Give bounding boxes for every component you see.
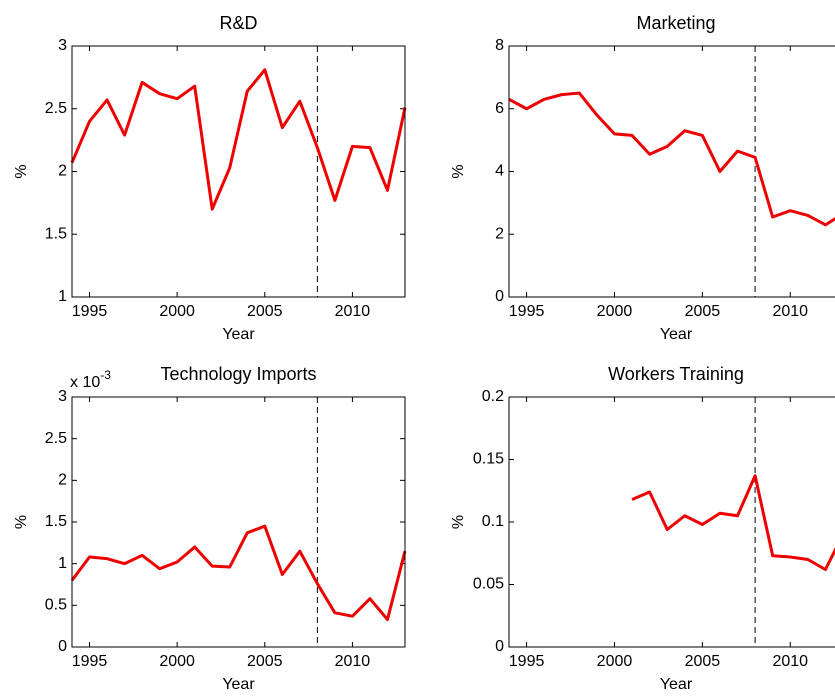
- y-axis-label: %: [450, 515, 467, 529]
- x-tick-label: 2005: [247, 653, 283, 670]
- axes-box: [508, 396, 835, 648]
- y-tick-label: 2: [58, 472, 67, 489]
- x-tick-label: 1995: [509, 303, 545, 320]
- axis-multiplier: x 10-3: [70, 368, 111, 391]
- plot-area: [72, 46, 405, 297]
- y-tick-label: 0.15: [473, 451, 504, 468]
- x-tick-label: 1995: [72, 303, 108, 320]
- y-tick-label: 1: [58, 288, 67, 305]
- y-tick-label: 0.5: [45, 597, 67, 614]
- y-tick-label: 6: [495, 100, 504, 117]
- x-tick-label: 2010: [772, 303, 808, 320]
- x-axis-label: Year: [660, 676, 693, 693]
- x-tick-label: 1995: [72, 653, 108, 670]
- data-line: [508, 91, 835, 227]
- plot-area: [72, 397, 405, 647]
- x-tick-label: 2005: [685, 303, 721, 320]
- axes-box: [71, 45, 406, 298]
- plot-area: [509, 397, 835, 647]
- x-tick-label: 1995: [509, 653, 545, 670]
- data-line: [70, 68, 407, 211]
- y-axis-label: %: [13, 164, 30, 178]
- axes-box: [508, 45, 835, 298]
- data-line: [631, 474, 835, 571]
- y-tick-label: 2.5: [45, 430, 67, 447]
- chart-title: Marketing: [636, 13, 715, 33]
- y-tick-label: 0.2: [482, 388, 504, 405]
- x-tick-label: 2010: [772, 653, 808, 670]
- x-axis-label: Year: [222, 676, 255, 693]
- y-tick-label: 2: [495, 225, 504, 242]
- y-axis-label: %: [13, 515, 30, 529]
- y-tick-label: 0: [58, 638, 67, 655]
- y-tick-label: 0: [495, 288, 504, 305]
- data-line: [70, 524, 407, 621]
- x-tick-label: 2005: [247, 303, 283, 320]
- y-tick-label: 1.5: [45, 513, 67, 530]
- x-axis-label: Year: [222, 326, 255, 343]
- chart-title: Technology Imports: [160, 364, 316, 384]
- x-tick-label: 2000: [597, 653, 633, 670]
- chart-title: Workers Training: [608, 364, 744, 384]
- y-tick-label: 3: [58, 37, 67, 54]
- y-axis-label: %: [450, 164, 467, 178]
- x-tick-label: 2000: [597, 303, 633, 320]
- x-tick-label: 2000: [159, 303, 195, 320]
- y-tick-label: 2.5: [45, 100, 67, 117]
- y-tick-label: 0.05: [473, 576, 504, 593]
- x-tick-label: 2010: [335, 653, 371, 670]
- y-tick-label: 1: [58, 555, 67, 572]
- x-axis-label: Year: [660, 326, 693, 343]
- x-tick-label: 2000: [159, 653, 195, 670]
- multiplier-base: x 10: [70, 374, 100, 391]
- y-tick-label: 0: [495, 638, 504, 655]
- chart-title: R&D: [219, 13, 257, 33]
- y-tick-label: 3: [58, 388, 67, 405]
- y-tick-label: 2: [58, 163, 67, 180]
- plot-area: [509, 46, 835, 297]
- y-tick-label: 1.5: [45, 225, 67, 242]
- axes-box: [71, 396, 406, 648]
- x-tick-label: 2005: [685, 653, 721, 670]
- y-tick-label: 0.1: [482, 513, 504, 530]
- x-tick-label: 2010: [335, 303, 371, 320]
- multiplier-exponent: -3: [100, 368, 111, 382]
- y-tick-label: 4: [495, 163, 504, 180]
- y-tick-label: 8: [495, 37, 504, 54]
